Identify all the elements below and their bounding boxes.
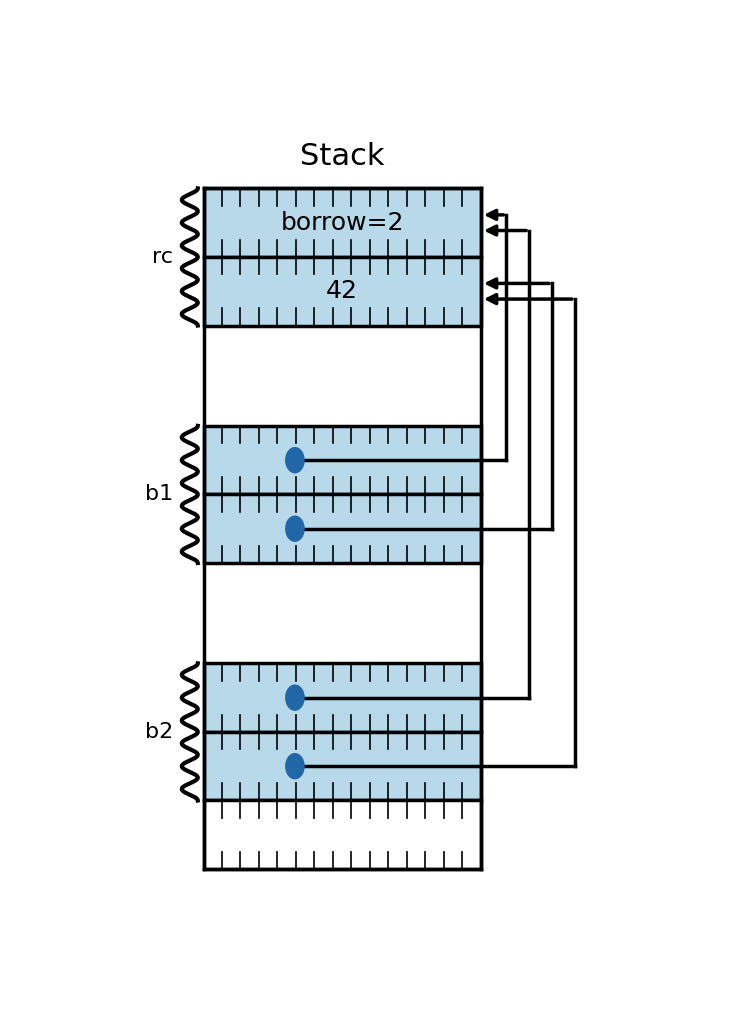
Text: 42: 42	[326, 279, 358, 303]
Circle shape	[286, 448, 304, 472]
Circle shape	[286, 754, 304, 778]
Text: rc: rc	[153, 247, 173, 267]
Text: b2: b2	[145, 722, 173, 742]
Bar	[203, 257, 481, 325]
Bar	[203, 426, 481, 495]
Text: Stack: Stack	[300, 142, 384, 172]
Text: borrow=2: borrow=2	[280, 210, 404, 235]
Bar	[203, 732, 481, 801]
Bar	[203, 495, 481, 563]
Bar	[203, 663, 481, 732]
Text: b1: b1	[145, 485, 173, 505]
Circle shape	[286, 516, 304, 542]
Circle shape	[286, 685, 304, 710]
Bar	[203, 801, 481, 869]
Bar	[203, 188, 481, 257]
